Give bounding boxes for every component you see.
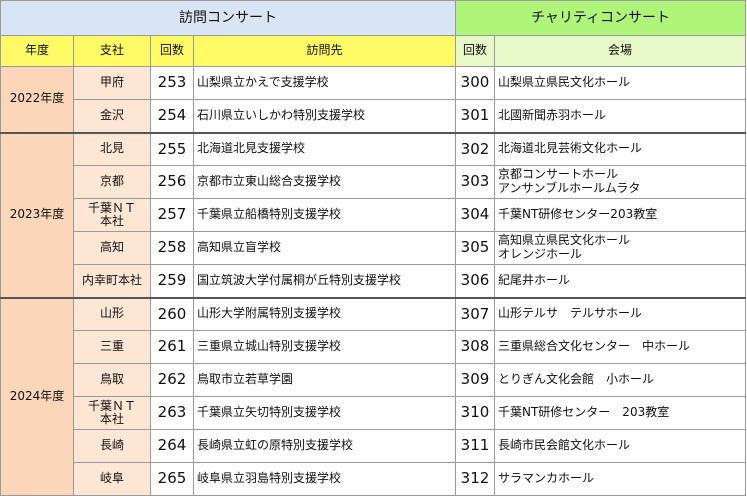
venue-cell: 北海道北見芸術文化ホール xyxy=(494,131,746,166)
table-row: 鳥取 262 鳥取市立若草学園 309 とりぎん文化会館 小ホール xyxy=(1,363,746,397)
charity-number-cell: 309 xyxy=(455,363,495,397)
visit-place-column-header: 訪問先 xyxy=(193,35,456,67)
branch-cell: 千葉ＮＴ 本社 xyxy=(73,198,151,232)
visit-place-cell: 三重県立城山特別支援学校 xyxy=(193,330,456,364)
schedule-body: 2022年度 甲府 253 山梨県立かえで支援学校 300 山梨県立県民文化ホール 金沢 25… xyxy=(0,66,746,496)
venue-cell: 京都コンサートホール アンサンブルホールムラタ xyxy=(494,165,746,199)
visit-number-cell: 260 xyxy=(150,296,194,331)
visit-number-cell: 263 xyxy=(150,396,194,430)
charity-number-cell: 306 xyxy=(455,264,495,298)
table-row: 岐阜 265 岐阜県立羽島特別支援学校 312 サラマンカホール xyxy=(1,462,746,496)
branch-cell: 長崎 xyxy=(73,429,151,463)
visit-number-cell: 253 xyxy=(150,66,194,100)
charity-number-cell: 308 xyxy=(455,330,495,364)
count-column-header: 回数 xyxy=(150,35,194,67)
table-row: 千葉ＮＴ 本社 257 千葉県立船橋特別支援学校 304 千葉NT研修センター203教室 xyxy=(1,198,746,232)
visit-place-cell: 長崎県立虹の原特別支援学校 xyxy=(193,429,456,463)
year-cell: 2024年度 xyxy=(0,296,74,496)
visit-concert-header: 訪問コンサート xyxy=(0,0,456,36)
branch-cell: 鳥取 xyxy=(73,363,151,397)
visit-place-cell: 岐阜県立羽島特別支援学校 xyxy=(193,462,456,496)
visit-number-cell: 264 xyxy=(150,429,194,463)
visit-place-cell: 山梨県立かえで支援学校 xyxy=(193,66,456,100)
visit-place-cell: 北海道北見支援学校 xyxy=(193,131,456,166)
visit-number-cell: 255 xyxy=(150,131,194,166)
venue-cell: サラマンカホール xyxy=(494,462,746,496)
venue-cell: 高知県立県民文化ホール オレンジホール xyxy=(494,231,746,265)
visit-number-cell: 262 xyxy=(150,363,194,397)
visit-place-cell: 千葉県立矢切特別支援学校 xyxy=(193,396,456,430)
visit-place-cell: 京都市立東山総合支援学校 xyxy=(193,165,456,199)
visit-place-cell: 鳥取市立若草学園 xyxy=(193,363,456,397)
table-row: 千葉ＮＴ 本社 263 千葉県立矢切特別支援学校 310 千葉NT研修センター 203教… xyxy=(1,396,746,430)
visit-place-cell: 高知県立盲学校 xyxy=(193,231,456,265)
charity-number-cell: 307 xyxy=(455,296,495,331)
table-row: 高知 258 高知県立盲学校 305 高知県立県民文化ホール オレンジホール xyxy=(1,231,746,265)
venue-cell: とりぎん文化会館 小ホール xyxy=(494,363,746,397)
branch-cell: 京都 xyxy=(73,165,151,199)
visit-number-cell: 256 xyxy=(150,165,194,199)
venue-cell: 千葉NT研修センター203教室 xyxy=(494,198,746,232)
branch-cell: 三重 xyxy=(73,330,151,364)
charity-concert-header: チャリティコンサート xyxy=(455,0,746,36)
visit-place-cell: 石川県立いしかわ特別支援学校 xyxy=(193,99,456,133)
visit-number-cell: 265 xyxy=(150,462,194,496)
table-row: 2024年度 山形 260 山形大学附属特別支援学校 307 山形テルサ テルサホール xyxy=(0,296,746,496)
visit-number-cell: 259 xyxy=(150,264,194,298)
branch-cell: 金沢 xyxy=(73,99,151,133)
charity-number-cell: 301 xyxy=(455,99,495,133)
branch-cell: 高知 xyxy=(73,231,151,265)
venue-cell: 千葉NT研修センター 203教室 xyxy=(494,396,746,430)
charity-number-cell: 304 xyxy=(455,198,495,232)
branch-cell: 内幸町本社 xyxy=(73,264,151,298)
year-column-header: 年度 xyxy=(0,35,74,67)
charity-number-cell: 311 xyxy=(455,429,495,463)
visit-number-cell: 261 xyxy=(150,330,194,364)
venue-cell: 山梨県立県民文化ホール xyxy=(494,66,746,100)
table-row: 内幸町本社 259 国立筑波大学付属桐が丘特別支援学校 306 紀尾井ホール xyxy=(1,264,746,298)
visit-number-cell: 258 xyxy=(150,231,194,265)
venue-cell: 三重県総合文化センター 中ホール xyxy=(494,330,746,364)
branch-cell: 甲府 xyxy=(73,66,151,100)
year-cell: 2023年度 xyxy=(0,131,74,298)
charity-count-column-header: 回数 xyxy=(455,35,495,67)
venue-cell: 紀尾井ホール xyxy=(494,264,746,298)
charity-number-cell: 300 xyxy=(455,66,495,100)
venue-cell: 長崎市民会館文化ホール xyxy=(494,429,746,463)
venue-column-header: 会場 xyxy=(494,35,746,67)
charity-number-cell: 303 xyxy=(455,165,495,199)
branch-cell: 山形 xyxy=(73,296,151,331)
table-row: 長崎 264 長崎県立虹の原特別支援学校 311 長崎市民会館文化ホール xyxy=(1,429,746,463)
table-row: 京都 256 京都市立東山総合支援学校 303 京都コンサートホール アンサンブルホール… xyxy=(1,165,746,199)
visit-number-cell: 257 xyxy=(150,198,194,232)
table-row: 2023年度 北見 255 北海道北見支援学校 302 北海道北見芸術文化ホール xyxy=(0,131,746,298)
visit-place-cell: 山形大学附属特別支援学校 xyxy=(193,296,456,331)
visit-place-cell: 国立筑波大学付属桐が丘特別支援学校 xyxy=(193,264,456,298)
charity-number-cell: 302 xyxy=(455,131,495,166)
branch-cell: 岐阜 xyxy=(73,462,151,496)
branch-column-header: 支社 xyxy=(73,35,151,67)
venue-cell: 北國新聞赤羽ホール xyxy=(494,99,746,133)
visit-number-cell: 254 xyxy=(150,99,194,133)
year-cell: 2022年度 xyxy=(0,66,74,133)
visit-place-cell: 千葉県立船橋特別支援学校 xyxy=(193,198,456,232)
charity-number-cell: 312 xyxy=(455,462,495,496)
charity-number-cell: 310 xyxy=(455,396,495,430)
charity-number-cell: 305 xyxy=(455,231,495,265)
branch-cell: 北見 xyxy=(73,131,151,166)
branch-cell: 千葉ＮＴ 本社 xyxy=(73,396,151,430)
venue-cell: 山形テルサ テルサホール xyxy=(494,296,746,331)
table-row: 2022年度 甲府 253 山梨県立かえで支援学校 300 山梨県立県民文化ホール xyxy=(0,66,746,133)
table-row: 金沢 254 石川県立いしかわ特別支援学校 301 北國新聞赤羽ホール xyxy=(1,99,746,133)
table-row: 三重 261 三重県立城山特別支援学校 308 三重県総合文化センター 中ホール xyxy=(1,330,746,364)
